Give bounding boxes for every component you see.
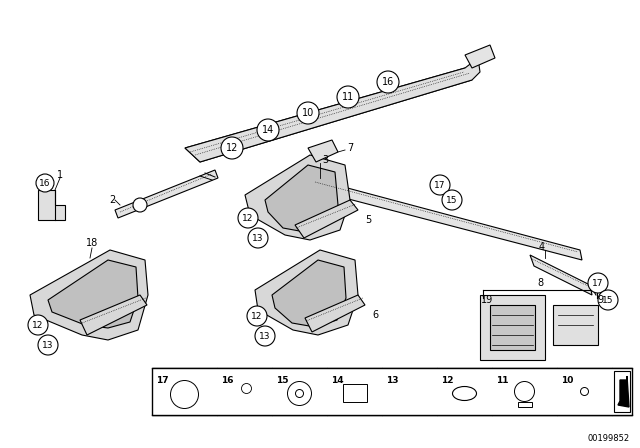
Polygon shape bbox=[465, 45, 495, 68]
Text: 12: 12 bbox=[441, 376, 454, 385]
Circle shape bbox=[255, 326, 275, 346]
Text: 2: 2 bbox=[109, 195, 115, 205]
Bar bbox=[342, 383, 367, 401]
Circle shape bbox=[221, 137, 243, 159]
Text: 13: 13 bbox=[259, 332, 271, 340]
Bar bbox=[614, 371, 630, 412]
Bar bbox=[518, 401, 531, 406]
Text: 3: 3 bbox=[322, 155, 328, 165]
Text: 16: 16 bbox=[382, 77, 394, 87]
Circle shape bbox=[297, 102, 319, 124]
Circle shape bbox=[442, 190, 462, 210]
Polygon shape bbox=[310, 178, 582, 260]
Polygon shape bbox=[490, 305, 535, 350]
Text: 17: 17 bbox=[592, 279, 604, 288]
Text: 14: 14 bbox=[331, 376, 344, 385]
Polygon shape bbox=[255, 250, 358, 335]
Text: 17: 17 bbox=[435, 181, 445, 190]
Circle shape bbox=[337, 86, 359, 108]
Text: 10: 10 bbox=[302, 108, 314, 118]
Text: 4: 4 bbox=[539, 242, 545, 252]
Text: 19: 19 bbox=[481, 295, 493, 305]
Polygon shape bbox=[618, 376, 629, 407]
Circle shape bbox=[170, 380, 198, 409]
Polygon shape bbox=[265, 165, 338, 232]
Text: 15: 15 bbox=[276, 376, 289, 385]
Text: 18: 18 bbox=[86, 238, 98, 248]
Circle shape bbox=[515, 382, 534, 401]
Polygon shape bbox=[295, 200, 358, 238]
Circle shape bbox=[377, 71, 399, 93]
Text: 8: 8 bbox=[537, 278, 543, 288]
Circle shape bbox=[580, 388, 589, 396]
Text: 7: 7 bbox=[347, 143, 353, 153]
Text: 12: 12 bbox=[32, 320, 44, 329]
Polygon shape bbox=[30, 250, 148, 340]
Circle shape bbox=[296, 389, 303, 397]
Circle shape bbox=[248, 228, 268, 248]
Circle shape bbox=[133, 198, 147, 212]
Polygon shape bbox=[115, 170, 218, 218]
Circle shape bbox=[598, 290, 618, 310]
Polygon shape bbox=[38, 190, 65, 220]
Text: 5: 5 bbox=[365, 215, 371, 225]
Circle shape bbox=[588, 273, 608, 293]
Polygon shape bbox=[80, 295, 147, 335]
Polygon shape bbox=[480, 295, 545, 360]
Circle shape bbox=[247, 306, 267, 326]
Polygon shape bbox=[308, 140, 338, 162]
Text: 12: 12 bbox=[252, 311, 262, 320]
Text: 12: 12 bbox=[243, 214, 253, 223]
Ellipse shape bbox=[452, 387, 477, 401]
Circle shape bbox=[238, 208, 258, 228]
Bar bbox=[152, 368, 632, 415]
Polygon shape bbox=[185, 68, 472, 162]
Polygon shape bbox=[272, 260, 346, 327]
Text: 12: 12 bbox=[226, 143, 238, 153]
Text: 16: 16 bbox=[39, 178, 51, 188]
Polygon shape bbox=[553, 305, 598, 345]
Text: 13: 13 bbox=[386, 376, 399, 385]
Text: 14: 14 bbox=[262, 125, 274, 135]
Polygon shape bbox=[530, 255, 592, 295]
Circle shape bbox=[257, 119, 279, 141]
Text: 9: 9 bbox=[597, 295, 603, 305]
Text: 10: 10 bbox=[561, 376, 573, 385]
Polygon shape bbox=[245, 155, 350, 240]
Text: 17: 17 bbox=[156, 376, 168, 385]
Text: 1: 1 bbox=[57, 170, 63, 180]
Text: 00199852: 00199852 bbox=[588, 434, 630, 443]
Text: 15: 15 bbox=[446, 195, 458, 204]
Circle shape bbox=[287, 382, 312, 405]
Text: 15: 15 bbox=[602, 296, 614, 305]
Polygon shape bbox=[185, 58, 480, 162]
Circle shape bbox=[36, 174, 54, 192]
Text: 13: 13 bbox=[252, 233, 264, 242]
Text: 16: 16 bbox=[221, 376, 234, 385]
Circle shape bbox=[430, 175, 450, 195]
Text: 11: 11 bbox=[496, 376, 509, 385]
Circle shape bbox=[241, 383, 252, 393]
Text: 11: 11 bbox=[342, 92, 354, 102]
Text: 13: 13 bbox=[42, 340, 54, 349]
Polygon shape bbox=[48, 260, 138, 328]
Circle shape bbox=[28, 315, 48, 335]
Text: 6: 6 bbox=[372, 310, 378, 320]
Circle shape bbox=[38, 335, 58, 355]
Polygon shape bbox=[305, 295, 365, 332]
